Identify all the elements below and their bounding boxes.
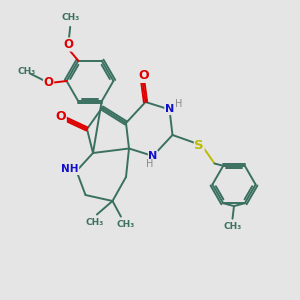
Text: NH: NH (61, 164, 79, 175)
Text: O: O (56, 110, 66, 124)
Text: S: S (194, 139, 204, 152)
Text: CH₃: CH₃ (117, 220, 135, 229)
Text: CH₃: CH₃ (224, 222, 242, 231)
Text: O: O (44, 76, 54, 89)
Text: N: N (148, 151, 158, 161)
Text: CH₃: CH₃ (17, 68, 35, 76)
Text: CH₃: CH₃ (61, 13, 79, 22)
Text: H: H (146, 159, 153, 170)
Text: N: N (165, 104, 174, 115)
Text: H: H (176, 99, 183, 109)
Text: O: O (64, 38, 74, 51)
Text: CH₃: CH₃ (86, 218, 104, 227)
Text: O: O (139, 69, 149, 82)
